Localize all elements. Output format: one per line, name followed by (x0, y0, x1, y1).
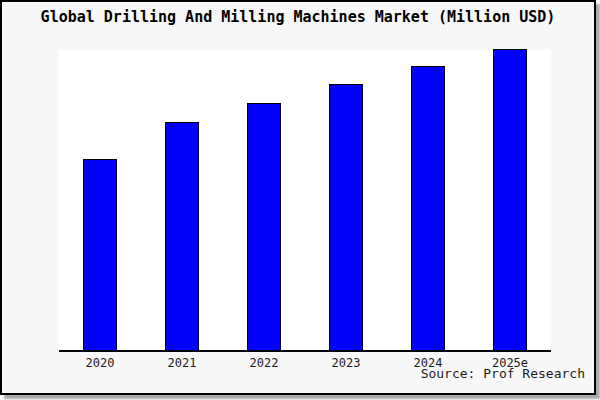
bar (165, 122, 199, 350)
plot-area (59, 50, 551, 352)
bar-slot-2023 (305, 50, 387, 350)
chart-canvas: Global Drilling And Milling Machines Mar… (0, 0, 600, 400)
bar (247, 103, 281, 350)
bar (411, 66, 445, 350)
bar-slot-2021 (141, 50, 223, 350)
x-axis-label-2022: 2022 (223, 354, 305, 370)
bar-slot-2022 (223, 50, 305, 350)
bar-slot-2025e (469, 50, 551, 350)
bar-slot-2024 (387, 50, 469, 350)
chart-title: Global Drilling And Milling Machines Mar… (2, 8, 594, 26)
bar-slot-2020 (59, 50, 141, 350)
x-axis-label-2023: 2023 (305, 354, 387, 370)
bar (493, 49, 527, 350)
bar (83, 159, 117, 350)
source-attribution: Source: Prof Research (421, 366, 585, 381)
x-axis-label-2021: 2021 (141, 354, 223, 370)
bar (329, 84, 363, 350)
chart-frame: Global Drilling And Milling Machines Mar… (0, 0, 596, 395)
x-axis-label-2020: 2020 (59, 354, 141, 370)
